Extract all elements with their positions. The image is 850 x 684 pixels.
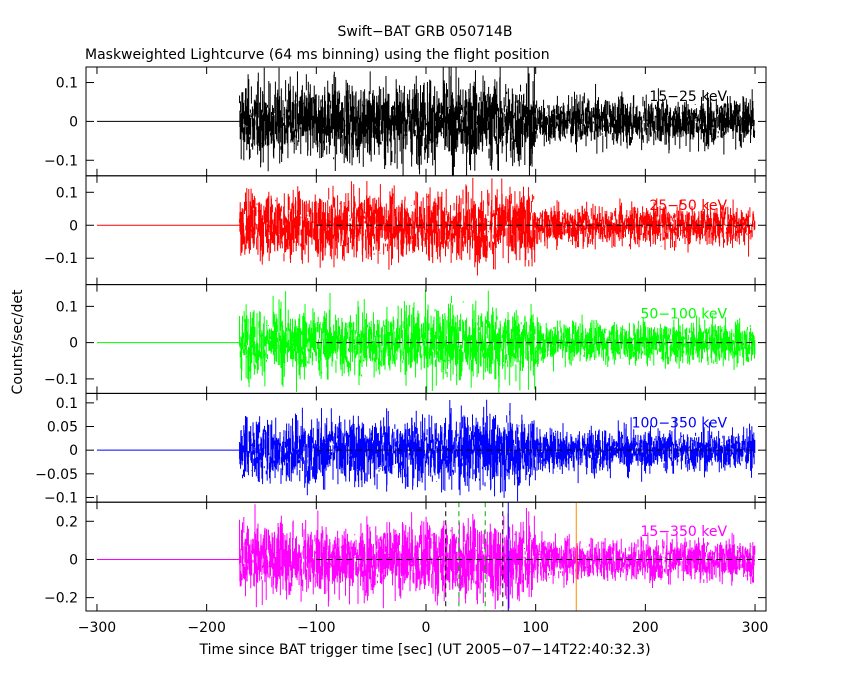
y-tick-label: −0.1 <box>44 490 78 506</box>
y-tick-label: 0 <box>69 443 78 459</box>
lightcurve-series <box>239 67 756 176</box>
y-tick-label: 0.1 <box>56 396 78 412</box>
lightcurve-series <box>239 177 756 276</box>
y-tick-label: 0.1 <box>56 76 78 92</box>
y-tick-label: −0.2 <box>44 591 78 607</box>
y-tick-label: −0.1 <box>44 251 78 267</box>
band-label: 15−25 keV <box>649 89 727 105</box>
y-tick-label: −0.1 <box>44 372 78 388</box>
y-tick-label: −0.05 <box>35 467 78 483</box>
lightcurve-series <box>239 399 756 502</box>
panel-3: −0.1 −0.05 0 0.05 0.1 100−350 keV <box>35 392 767 506</box>
x-tick-label: −100 <box>297 620 335 636</box>
band-label: 50−100 keV <box>641 307 728 323</box>
panels-group: −0.1 0 0.1 15−25 keV −0.1 0 0.1 25−50 keV −0.1 0 0… <box>35 66 769 636</box>
band-label: 15−350 keV <box>641 524 728 540</box>
x-tick-label: 200 <box>632 620 659 636</box>
panel-4: −0.2 0 0.2 15−350 keV <box>44 501 767 612</box>
band-label: 25−50 keV <box>649 198 727 214</box>
y-tick-label: 0 <box>69 218 78 234</box>
lightcurve-series <box>239 290 756 394</box>
y-tick-label: 0.1 <box>56 299 78 315</box>
y-tick-label: −0.1 <box>44 153 78 169</box>
panel-0: −0.1 0 0.1 15−25 keV <box>44 66 767 177</box>
y-tick-label: 0 <box>69 336 78 352</box>
y-axis-label: Counts/sec/det <box>10 289 26 394</box>
panel-2: −0.1 0 0.1 50−100 keV <box>44 284 767 394</box>
x-axis-label: Time since BAT trigger time [sec] (UT 20… <box>198 642 650 658</box>
band-label: 100−350 keV <box>632 415 728 431</box>
x-tick-label: −200 <box>187 620 225 636</box>
panel-1: −0.1 0 0.1 25−50 keV <box>44 175 767 286</box>
x-tick-label: −300 <box>78 620 116 636</box>
x-tick-label: 100 <box>522 620 549 636</box>
y-tick-label: 0.2 <box>56 514 78 530</box>
y-tick-label: 0 <box>69 114 78 130</box>
chart-title: Swift−BAT GRB 050714B <box>338 24 513 40</box>
y-tick-label: 0.1 <box>56 185 78 201</box>
y-tick-label: 0.05 <box>47 420 78 436</box>
lightcurve-series <box>239 504 756 610</box>
x-tick-label: 0 <box>422 620 431 636</box>
chart-subtitle: Maskweighted Lightcurve (64 ms binning) … <box>85 47 550 63</box>
x-tick-label: 300 <box>742 620 769 636</box>
y-tick-label: 0 <box>69 552 78 568</box>
